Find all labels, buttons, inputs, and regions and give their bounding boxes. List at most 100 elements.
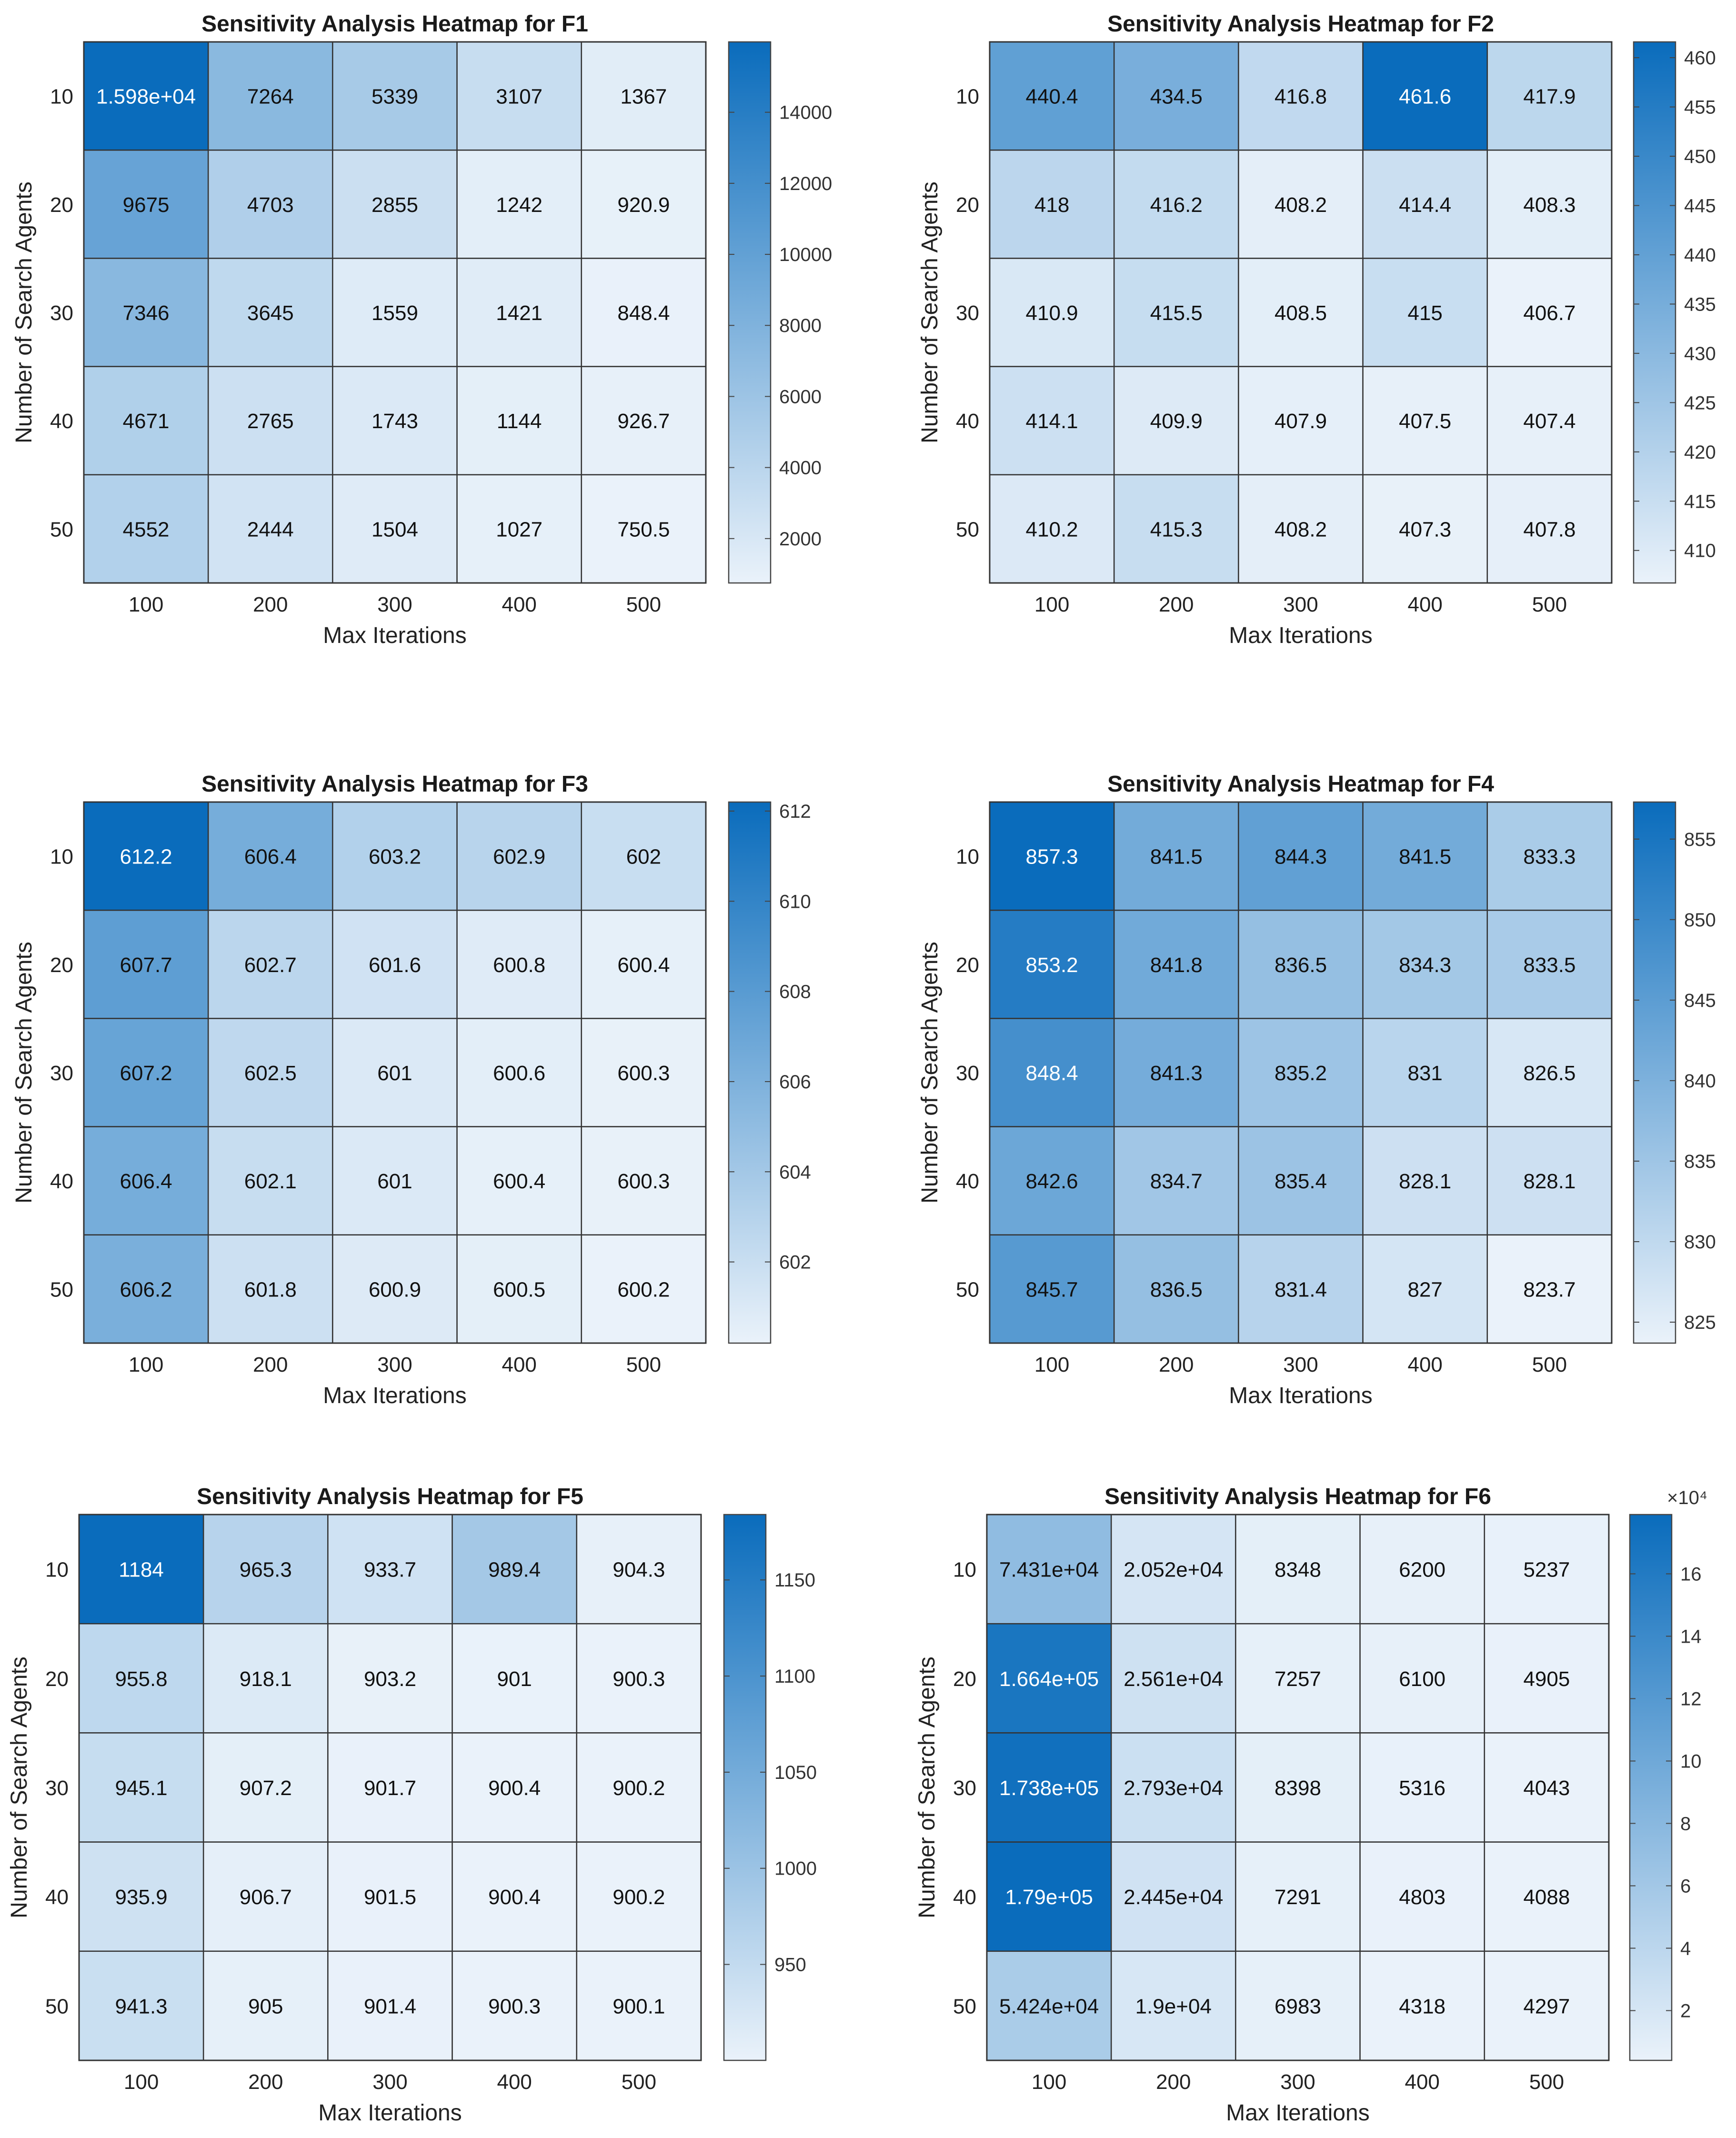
cell-label: 901 xyxy=(497,1667,532,1691)
heatmap-panel-f1: Sensitivity Analysis Heatmap for F1 1.598… xyxy=(11,11,832,648)
colorbar-tick-label: 608 xyxy=(779,982,811,1003)
heatmap-cell xyxy=(332,149,458,259)
heatmap-cell xyxy=(207,366,333,476)
cell-label: 8348 xyxy=(1274,1558,1321,1582)
heatmap-cell xyxy=(1362,1234,1488,1344)
heatmap-cell xyxy=(576,1950,702,2061)
heatmap-cell xyxy=(581,366,707,476)
cell-label: 853.2 xyxy=(1026,954,1078,977)
heatmap-cell xyxy=(327,1732,453,1843)
heatmap-cell xyxy=(989,1234,1115,1344)
cell-label: 409.9 xyxy=(1150,410,1203,433)
heatmap-cell xyxy=(207,801,333,911)
cell-label: 848.4 xyxy=(1026,1062,1078,1085)
heatmap-cell xyxy=(1486,1126,1613,1236)
heatmap-cell xyxy=(1486,801,1613,911)
cell-label: 5.424e+04 xyxy=(999,1995,1099,2018)
y-axis-label: Number of Search Agents xyxy=(7,1656,32,1918)
cell-label: 835.4 xyxy=(1274,1170,1327,1193)
cell-label: 835.2 xyxy=(1274,1062,1327,1085)
cell-label: 1559 xyxy=(371,301,418,325)
chart-title: Sensitivity Analysis Heatmap for F6 xyxy=(1104,1484,1491,1509)
cell-label: 7264 xyxy=(247,85,294,109)
x-tick-label: 400 xyxy=(1407,593,1442,616)
cell-label: 7.431e+04 xyxy=(999,1558,1099,1582)
x-tick-label: 300 xyxy=(377,1353,412,1376)
cell-label: 901.5 xyxy=(364,1886,416,1909)
heatmap-cell xyxy=(1110,1950,1236,2061)
heatmap-cell xyxy=(1486,1234,1613,1344)
cell-label: 841.3 xyxy=(1150,1062,1203,1085)
cell-label: 600.4 xyxy=(617,954,670,977)
heatmap-cell xyxy=(456,1018,582,1127)
heatmap-cell xyxy=(207,474,333,584)
colorbar-tick-label: 410 xyxy=(1684,541,1716,562)
colorbar xyxy=(1629,1514,1673,2061)
cell-label: 1.664e+05 xyxy=(999,1667,1099,1691)
chart-title: Sensitivity Analysis Heatmap for F4 xyxy=(1107,772,1494,797)
heatmap-cell xyxy=(581,1018,707,1127)
cell-label: 900.4 xyxy=(488,1886,541,1909)
cell-label: 607.2 xyxy=(120,1062,172,1085)
heatmap-cell xyxy=(989,366,1115,476)
heatmap-cell xyxy=(581,1234,707,1344)
x-tick-label: 100 xyxy=(1034,593,1069,616)
chart-title: Sensitivity Analysis Heatmap for F3 xyxy=(201,772,588,797)
cell-label: 415 xyxy=(1407,301,1442,325)
y-tick-label: 40 xyxy=(45,1886,69,1909)
cell-label: 440.4 xyxy=(1026,85,1078,109)
heatmap-cell xyxy=(1110,1514,1236,1625)
colorbar-tick-label: 12 xyxy=(1680,1688,1702,1709)
y-axis-label: Number of Search Agents xyxy=(914,1656,940,1918)
cell-label: 408.2 xyxy=(1274,518,1327,541)
heatmap-cell xyxy=(581,1126,707,1236)
heatmap-cell xyxy=(452,1841,578,1952)
cell-label: 845.7 xyxy=(1026,1278,1078,1301)
colorbar-tick-label: 4 xyxy=(1680,1938,1691,1959)
colorbar-tick-label: 835 xyxy=(1684,1151,1716,1172)
x-tick-label: 400 xyxy=(1405,2070,1439,2094)
colorbar-tick-label: 830 xyxy=(1684,1232,1716,1253)
x-tick-label: 100 xyxy=(1032,2070,1066,2094)
x-tick-label: 400 xyxy=(497,2070,532,2094)
cell-label: 1.9e+04 xyxy=(1135,1995,1212,2018)
cell-label: 4088 xyxy=(1523,1886,1570,1909)
x-tick-label: 100 xyxy=(129,1353,163,1376)
cell-label: 602.5 xyxy=(244,1062,297,1085)
colorbar-tick-label: 2000 xyxy=(779,529,822,550)
cell-label: 848.4 xyxy=(617,301,670,325)
cell-label: 3645 xyxy=(247,301,294,325)
heatmap-cell xyxy=(83,909,209,1019)
heatmap-cell xyxy=(327,1950,453,2061)
heatmap-cell xyxy=(202,1841,329,1952)
heatmap-cell xyxy=(1362,258,1488,367)
y-tick-label: 30 xyxy=(50,301,73,325)
cell-label: 415.3 xyxy=(1150,518,1203,541)
colorbar-tick-label: 8 xyxy=(1680,1813,1691,1834)
cell-label: 903.2 xyxy=(364,1667,416,1691)
cell-label: 904.3 xyxy=(612,1558,665,1582)
cell-label: 407.9 xyxy=(1274,410,1327,433)
heatmap-cell xyxy=(986,1841,1112,1952)
cell-label: 602.9 xyxy=(493,845,545,869)
cell-label: 2765 xyxy=(247,410,294,433)
cell-label: 1.738e+05 xyxy=(999,1777,1099,1800)
cell-label: 955.8 xyxy=(115,1667,168,1691)
colorbar-tick-label: 845 xyxy=(1684,990,1716,1011)
x-tick-label: 400 xyxy=(502,1353,536,1376)
heatmap-cell xyxy=(1110,1732,1236,1843)
heatmap-cell xyxy=(989,258,1115,367)
cell-label: 989.4 xyxy=(488,1558,541,1582)
heatmap-cell xyxy=(332,474,458,584)
x-tick-label: 200 xyxy=(248,2070,283,2094)
heatmap-cell xyxy=(1359,1841,1485,1952)
cell-label: 1.598e+04 xyxy=(96,85,196,109)
heatmap-panel-f6: Sensitivity Analysis Heatmap for F6 7.431… xyxy=(914,1484,1707,2126)
heatmap-cell xyxy=(1235,1732,1361,1843)
x-tick-label: 300 xyxy=(1283,1353,1318,1376)
y-axis-label: Number of Search Agents xyxy=(917,942,943,1204)
heatmap-cell xyxy=(1238,909,1364,1019)
cell-label: 1027 xyxy=(496,518,542,541)
y-tick-label: 40 xyxy=(50,410,73,433)
cell-label: 406.7 xyxy=(1523,301,1575,325)
